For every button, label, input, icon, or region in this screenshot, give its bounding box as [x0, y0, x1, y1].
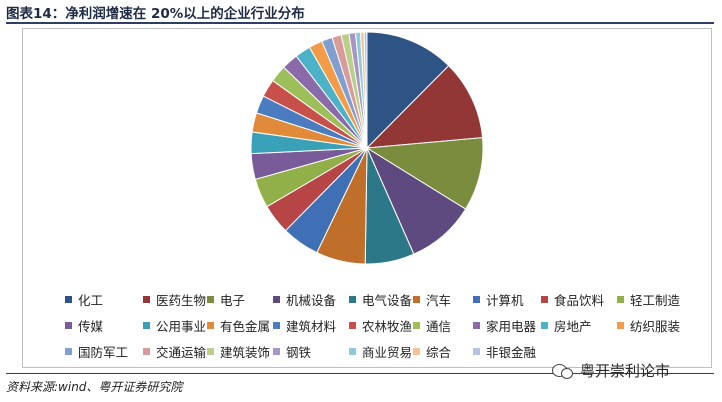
legend-label: 房地产: [554, 318, 592, 334]
wechat-icon: [552, 363, 574, 379]
legend-item: 通信: [413, 317, 473, 334]
legend-item: 机械设备: [273, 291, 349, 308]
watermark-text: 粤开崇利论市: [580, 362, 671, 380]
legend-swatch: [473, 347, 480, 355]
legend-item: 农林牧渔: [349, 317, 413, 334]
source-note: 资料来源:wind、粤开证券研究院: [6, 380, 183, 394]
legend-swatch: [617, 295, 624, 303]
legend-label: 通信: [426, 318, 452, 334]
legend-swatch: [349, 321, 356, 329]
legend-item: 有色金属: [207, 317, 273, 334]
legend-item: 商业贸易: [349, 343, 413, 360]
figure-title: 图表14：净利润增速在 20%以上的企业行业分布: [6, 6, 305, 22]
legend-item: 电气设备: [349, 291, 413, 308]
legend-swatch: [273, 347, 280, 355]
footer-divider: [6, 373, 714, 374]
legend-label: 交通运输: [156, 344, 207, 360]
legend-item: 电子: [207, 291, 273, 308]
legend-item: 食品饮料: [541, 291, 617, 308]
legend-label: 电子: [220, 292, 246, 308]
legend-item: 纺织服装: [617, 317, 701, 334]
legend-label: 医药生物: [156, 292, 207, 308]
legend-swatch: [617, 321, 624, 329]
legend-item: 汽车: [413, 291, 473, 308]
legend-label: 纺织服装: [630, 318, 681, 334]
legend-swatch: [541, 295, 548, 303]
legend-item: 综合: [413, 343, 473, 360]
pie-slice-化工: [366, 31, 450, 150]
legend-swatch: [143, 295, 150, 303]
legend-label: 家用电器: [486, 318, 537, 334]
legend-swatch: [143, 321, 150, 329]
legend-swatch: [65, 321, 72, 329]
legend-item: 房地产: [541, 317, 617, 334]
legend-label: 钢铁: [286, 344, 312, 360]
legend-label: 汽车: [426, 292, 452, 308]
legend-swatch: [349, 347, 356, 355]
legend-swatch: [413, 295, 420, 303]
watermark: 粤开崇利论市: [552, 360, 670, 381]
legend-label: 建筑装饰: [220, 344, 271, 360]
legend-swatch: [413, 347, 420, 355]
legend-swatch: [207, 347, 214, 355]
legend-item: 计算机: [473, 291, 541, 308]
legend-item: 建筑装饰: [207, 343, 273, 360]
legend-item: 交通运输: [143, 343, 207, 360]
legend-swatch: [207, 295, 214, 303]
legend-swatch: [541, 321, 548, 329]
chart-legend: 化工 医药生物 电子 机械设备 电气设备 汽车 计算机 食品饮料 轻工制造 传媒 公用事业 有色金属建…: [65, 291, 705, 360]
pie-slice-电子: [365, 137, 484, 210]
title-divider: [6, 22, 714, 24]
legend-swatch: [413, 321, 420, 329]
legend-item: 轻工制造: [617, 291, 701, 308]
legend-swatch: [273, 295, 280, 303]
legend-swatch: [473, 321, 480, 329]
legend-item: 化工: [65, 291, 143, 308]
pie-slice-非银金融: [363, 31, 368, 149]
legend-label: 轻工制造: [630, 292, 681, 308]
legend-label: 计算机: [486, 292, 524, 308]
legend-label: 公用事业: [156, 318, 207, 334]
legend-label: 传媒: [78, 318, 104, 334]
legend-swatch: [65, 347, 72, 355]
legend-label: 国防军工: [78, 344, 129, 360]
legend-item: 非银金融: [473, 343, 541, 360]
legend-item: 家用电器: [473, 317, 541, 334]
legend-item: 医药生物: [143, 291, 207, 308]
legend-label: 商业贸易: [362, 344, 413, 360]
legend-label: 机械设备: [286, 292, 337, 308]
legend-label: 农林牧渔: [362, 318, 413, 334]
legend-label: 电气设备: [362, 292, 413, 308]
legend-item: 公用事业: [143, 317, 207, 334]
legend-label: 食品饮料: [554, 292, 605, 308]
legend-label: 有色金属: [220, 318, 271, 334]
legend-item: 建筑材料: [273, 317, 349, 334]
legend-swatch: [349, 295, 356, 303]
legend-swatch: [273, 321, 280, 329]
legend-item: 钢铁: [273, 343, 349, 360]
legend-label: 化工: [78, 292, 104, 308]
pie-chart: [250, 31, 484, 265]
chart-frame: 化工 医药生物 电子 机械设备 电气设备 汽车 计算机 食品饮料 轻工制造 传媒 公用事业 有色金属建…: [22, 28, 712, 368]
pie-slice-医药生物: [365, 64, 484, 149]
legend-label: 非银金融: [486, 344, 537, 360]
legend-swatch: [473, 295, 480, 303]
legend-swatch: [143, 347, 150, 355]
legend-item: 国防军工: [65, 343, 143, 360]
legend-swatch: [207, 321, 214, 329]
legend-swatch: [65, 295, 72, 303]
legend-label: 综合: [426, 344, 452, 360]
legend-item: 传媒: [65, 317, 143, 334]
legend-label: 建筑材料: [286, 318, 337, 334]
